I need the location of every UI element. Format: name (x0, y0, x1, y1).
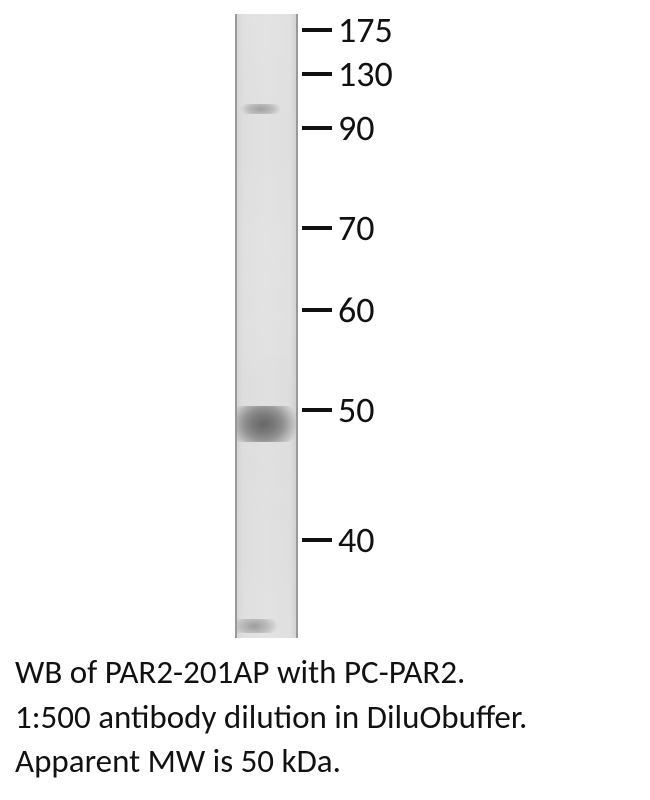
marker-tick-90 (302, 126, 332, 130)
marker-label-70: 70 (338, 206, 375, 250)
marker-tick-60 (302, 308, 332, 312)
marker-label-130: 130 (338, 52, 393, 96)
caption-line-3: Apparent MW is 50 kDa. (15, 739, 635, 784)
marker-tick-130 (302, 72, 332, 76)
marker-tick-175 (302, 28, 332, 32)
marker-label-50: 50 (338, 388, 375, 432)
marker-label-40: 40 (338, 518, 375, 562)
marker-tick-70 (302, 226, 332, 230)
marker-tick-40 (302, 538, 332, 542)
marker-label-90: 90 (338, 106, 375, 150)
figure-caption: WB of PAR2-201AP with PC-PAR2. 1:500 ant… (15, 650, 635, 784)
caption-line-2: 1:500 antibody dilution in DiluObuffer. (15, 695, 635, 740)
main-band-50kda (237, 406, 296, 442)
figure-container: 175 130 90 70 60 50 40 WB of PAR2-201AP … (0, 0, 650, 800)
marker-label-175: 175 (338, 8, 393, 52)
caption-line-1: WB of PAR2-201AP with PC-PAR2. (15, 650, 635, 695)
marker-label-60: 60 (338, 288, 375, 332)
marker-tick-50 (302, 408, 332, 412)
western-blot-lane (235, 14, 298, 638)
faint-band-upper (237, 104, 296, 114)
faint-band-lower (237, 619, 296, 633)
